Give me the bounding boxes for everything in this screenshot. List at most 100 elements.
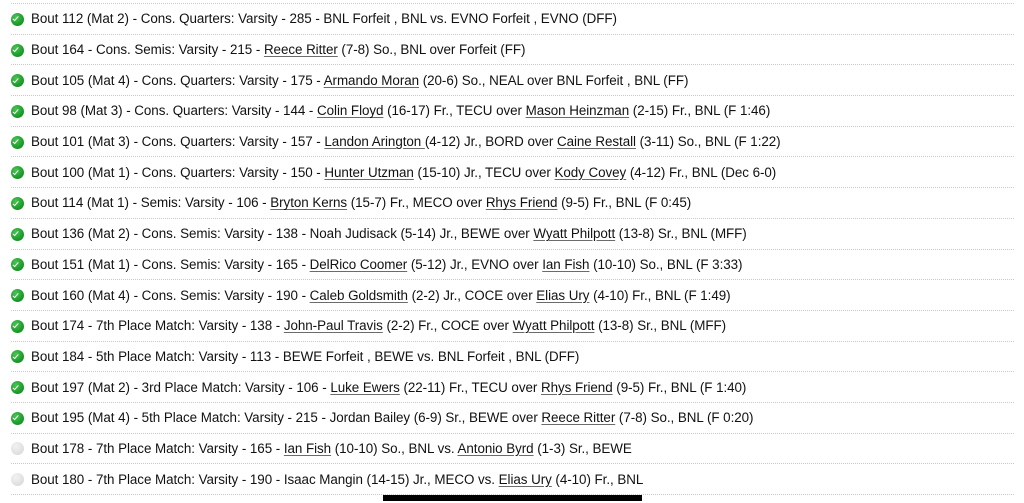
- bout-description: Bout 178 - 7th Place Match: Varsity - 16…: [31, 441, 632, 457]
- bout-description: Bout 136 (Mat 2) - Cons. Semis: Varsity …: [31, 226, 747, 242]
- bout-text-segment: (22-11) Fr., TECU over: [399, 379, 541, 395]
- bout-row: Bout 184 - 5th Place Match: Varsity - 11…: [0, 342, 1024, 373]
- bout-text-segment: (16-17) Fr., TECU over: [383, 103, 526, 119]
- bout-text-segment: (4-12) Jr., BORD over: [424, 134, 557, 150]
- bout-description: Bout 100 (Mat 1) - Cons. Quarters: Varsi…: [31, 165, 776, 181]
- bout-description: Bout 151 (Mat 1) - Cons. Semis: Varsity …: [31, 256, 743, 273]
- wrestler-link[interactable]: Wyatt Philpott: [512, 318, 595, 334]
- bout-description: Bout 180 - 7th Place Match: Varsity - 19…: [31, 472, 643, 488]
- bout-row: Bout 180 - 7th Place Match: Varsity - 19…: [0, 464, 1024, 495]
- horizontal-scrollbar[interactable]: [0, 494, 1024, 503]
- bout-description: Bout 114 (Mat 1) - Semis: Varsity - 106 …: [31, 195, 691, 211]
- check-circle-icon: [11, 381, 24, 395]
- bout-text-segment: (7-8) So., BNL (F 0:20): [615, 410, 754, 426]
- wrestler-link[interactable]: Armando Moran: [323, 72, 420, 88]
- wrestler-link[interactable]: Kody Covey: [554, 164, 627, 180]
- bout-row: Bout 100 (Mat 1) - Cons. Quarters: Varsi…: [0, 157, 1024, 188]
- bout-text-segment: (10-10) So., BNL vs.: [331, 440, 458, 456]
- check-circle-icon: [11, 135, 24, 149]
- check-circle-icon: [11, 319, 24, 333]
- check-circle-icon: [11, 12, 24, 26]
- bout-description: Bout 195 (Mat 4) - 5th Place Match: Vars…: [31, 410, 754, 426]
- wrestler-link[interactable]: John-Paul Travis: [283, 318, 383, 334]
- bout-text-segment: Bout 160 (Mat 4) - Cons. Semis: Varsity …: [31, 287, 310, 303]
- wrestler-link[interactable]: Antonio Byrd: [457, 440, 534, 456]
- check-circle-icon: [11, 350, 24, 364]
- bout-description: Bout 160 (Mat 4) - Cons. Semis: Varsity …: [31, 288, 731, 304]
- bout-description: Bout 164 - Cons. Semis: Varsity - 215 - …: [31, 42, 525, 58]
- wrestler-link[interactable]: Luke Ewers: [330, 379, 400, 395]
- check-circle-icon: [11, 43, 24, 57]
- bout-text-segment: (20-6) So., NEAL over BNL Forfeit , BNL …: [419, 72, 689, 88]
- check-circle-icon: [11, 74, 24, 88]
- wrestler-link[interactable]: Bryton Kerns: [270, 195, 348, 211]
- check-circle-icon: [11, 227, 24, 241]
- bout-text-segment: Bout 98 (Mat 3) - Cons. Quarters: Varsit…: [31, 103, 317, 119]
- wrestler-link[interactable]: Colin Floyd: [317, 103, 384, 119]
- check-circle-icon: [11, 289, 24, 303]
- wrestler-link[interactable]: Elias Ury: [498, 471, 552, 487]
- bout-text-segment: (13-8) Sr., BNL (MFF): [615, 226, 747, 242]
- wrestler-link[interactable]: Reece Ritter: [541, 410, 616, 426]
- bout-row: Bout 112 (Mat 2) - Cons. Quarters: Varsi…: [0, 4, 1024, 35]
- bout-text-segment: (4-10) Fr., BNL: [551, 471, 644, 487]
- bout-text-segment: (4-12) Fr., BNL (Dec 6-0): [626, 164, 777, 180]
- bout-description: Bout 98 (Mat 3) - Cons. Quarters: Varsit…: [31, 103, 770, 119]
- bout-text-segment: Bout 114 (Mat 1) - Semis: Varsity - 106 …: [31, 195, 271, 211]
- bout-text-segment: Bout 197 (Mat 2) - 3rd Place Match: Vars…: [31, 379, 331, 395]
- bout-row: Bout 160 (Mat 4) - Cons. Semis: Varsity …: [0, 280, 1024, 311]
- wrestler-link[interactable]: Ian Fish: [283, 440, 332, 456]
- bout-text-segment: Bout 151 (Mat 1) - Cons. Semis: Varsity …: [31, 256, 310, 272]
- bout-row: Bout 98 (Mat 3) - Cons. Quarters: Varsit…: [0, 96, 1024, 127]
- bout-text-segment: Bout 178 - 7th Place Match: Varsity - 16…: [31, 440, 284, 456]
- check-circle-icon: [11, 258, 24, 272]
- bout-text-segment: Bout 136 (Mat 2) - Cons. Semis: Varsity …: [31, 226, 534, 242]
- wrestler-link[interactable]: Hunter Utzman: [324, 164, 414, 180]
- wrestler-link[interactable]: Mason Heinzman: [525, 103, 630, 119]
- bout-description: Bout 184 - 5th Place Match: Varsity - 11…: [31, 349, 579, 365]
- wrestler-link[interactable]: Ian Fish: [542, 256, 590, 272]
- bout-row: Bout 136 (Mat 2) - Cons. Semis: Varsity …: [0, 219, 1024, 250]
- wrestler-link[interactable]: Reece Ritter: [263, 42, 338, 58]
- bout-row: Bout 174 - 7th Place Match: Varsity - 13…: [0, 311, 1024, 342]
- wrestler-link[interactable]: Caine Restall: [556, 134, 636, 150]
- check-circle-icon: [11, 104, 24, 118]
- horizontal-scrollbar-thumb[interactable]: [383, 495, 642, 501]
- bout-text-segment: (13-8) Sr., BNL (MFF): [594, 318, 727, 334]
- check-circle-icon: [11, 166, 24, 180]
- bout-text-segment: (10-10) So., BNL (F 3:33): [589, 256, 743, 272]
- wrestler-link[interactable]: Rhys Friend: [485, 195, 558, 211]
- bout-text-segment: (7-8) So., BNL over Forfeit (FF): [337, 42, 526, 58]
- wrestler-link[interactable]: Rhys Friend: [540, 379, 613, 395]
- wrestler-link[interactable]: DelRico Coomer: [309, 256, 408, 272]
- wrestler-link[interactable]: Elias Ury: [536, 287, 590, 303]
- wrestler-link[interactable]: Caleb Goldsmith: [309, 287, 408, 303]
- bout-text-segment: Bout 195 (Mat 4) - 5th Place Match: Vars…: [31, 410, 542, 426]
- bout-text-segment: (5-12) Jr., EVNO over: [407, 256, 543, 272]
- bout-text-segment: (4-10) Fr., BNL (F 1:49): [589, 287, 731, 303]
- bout-row: Bout 105 (Mat 4) - Cons. Quarters: Varsi…: [0, 65, 1024, 96]
- bout-text-segment: Bout 100 (Mat 1) - Cons. Quarters: Varsi…: [31, 164, 325, 180]
- bout-description: Bout 197 (Mat 2) - 3rd Place Match: Vars…: [31, 380, 746, 396]
- wrestler-link[interactable]: Wyatt Philpott: [533, 226, 616, 242]
- bout-text-segment: Bout 180 - 7th Place Match: Varsity - 19…: [31, 471, 499, 487]
- pending-circle-icon: [11, 473, 24, 487]
- bout-text-segment: (1-3) Sr., BEWE: [533, 440, 632, 456]
- wrestler-link[interactable]: Landon Arington: [324, 134, 425, 150]
- bout-text-segment: Bout 105 (Mat 4) - Cons. Quarters: Varsi…: [31, 72, 324, 88]
- bout-text-segment: Bout 112 (Mat 2) - Cons. Quarters: Varsi…: [31, 11, 617, 27]
- check-circle-icon: [11, 411, 24, 425]
- bout-row: Bout 151 (Mat 1) - Cons. Semis: Varsity …: [0, 250, 1024, 281]
- bout-text-segment: (3-11) So., BNL (F 1:22): [635, 134, 781, 150]
- bout-description: Bout 112 (Mat 2) - Cons. Quarters: Varsi…: [31, 11, 617, 27]
- bout-row: Bout 195 (Mat 4) - 5th Place Match: Vars…: [0, 403, 1024, 434]
- bout-description: Bout 174 - 7th Place Match: Varsity - 13…: [31, 318, 726, 334]
- pending-circle-icon: [11, 442, 24, 456]
- bout-text-segment: (15-10) Jr., TECU over: [413, 164, 555, 180]
- bout-row: Bout 114 (Mat 1) - Semis: Varsity - 106 …: [0, 188, 1024, 219]
- bout-text-segment: Bout 101 (Mat 3) - Cons. Quarters: Varsi…: [31, 134, 325, 150]
- bout-text-segment: Bout 164 - Cons. Semis: Varsity - 215 -: [31, 42, 264, 58]
- bout-text-segment: (2-2) Fr., COCE over: [382, 318, 513, 334]
- bout-text-segment: (9-5) Fr., BNL (F 1:40): [612, 379, 747, 395]
